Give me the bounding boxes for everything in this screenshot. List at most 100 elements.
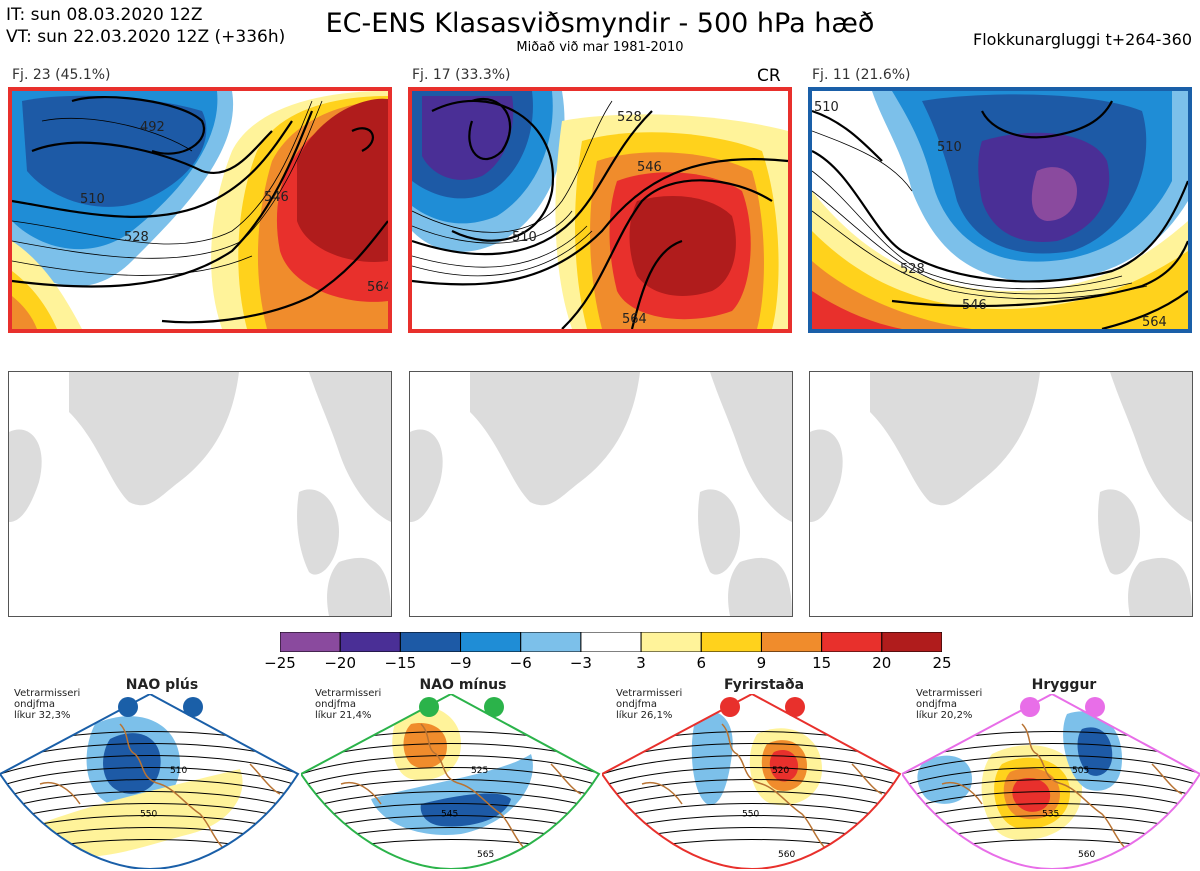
contour-label: 505 (1072, 766, 1089, 776)
regime-note-line: ondjfma (315, 699, 356, 710)
contour-label: 546 (962, 298, 987, 313)
contour-label: 545 (441, 810, 458, 820)
regime-note-line: ondjfma (616, 699, 657, 710)
regime-note-line: líkur 20,2% (916, 710, 973, 721)
contour-label: 510 (170, 766, 187, 776)
anomaly-area (40, 769, 243, 857)
anomaly-area (769, 749, 799, 782)
legend-tick-label: −6 (509, 654, 532, 672)
base-map-1 (8, 371, 392, 617)
legend-tick-label: −20 (324, 654, 356, 672)
contour-label: 535 (1042, 810, 1059, 820)
legend-bar (279, 631, 943, 653)
legend-swatch (881, 631, 943, 653)
legend-tick-label: −25 (264, 654, 296, 672)
regime-outline (301, 694, 601, 869)
panel-2-label: Fj. 17 (33.3%) (412, 67, 511, 83)
regime-note-line: líkur 26,1% (616, 710, 673, 721)
regime-marker-dot (1085, 697, 1105, 717)
base-map-2 (409, 371, 793, 617)
regime-title: Fyrirstaða (723, 677, 805, 693)
regime-map: 525 545 565 (301, 694, 601, 869)
contour-label: 528 (124, 230, 149, 245)
contour-label: 520 (772, 766, 789, 776)
contour-label: 564 (1142, 315, 1167, 329)
valid-time: VT: sun 22.03.2020 12Z (+336h) (6, 27, 286, 47)
page-title: EC-ENS Klasasviðsmyndir - 500 hPa hæð (325, 8, 875, 39)
regime-outline (0, 694, 300, 869)
legend-swatch (640, 631, 702, 653)
legend-swatch (460, 631, 522, 653)
regime-outline (902, 694, 1200, 869)
legend-tick-label: 6 (696, 654, 707, 672)
cluster-map-2: 510 528 546 564 (408, 87, 792, 333)
contour-label: 550 (742, 810, 759, 820)
regime-note-line: Vetrarmisseri (315, 688, 382, 699)
regime-marker-dot (720, 697, 740, 717)
contour-label: 546 (264, 190, 289, 205)
regime-map: 505 535 560 (902, 694, 1200, 869)
cluster-map-1: 492 510 528 546 564 (8, 87, 392, 333)
legend-tick-label: 15 (812, 654, 832, 672)
contour-label: 546 (637, 160, 662, 175)
legend-tick-label: 20 (872, 654, 892, 672)
color-legend (279, 631, 943, 653)
regime-title: NAO plús (125, 677, 199, 693)
anomaly-area (917, 755, 972, 804)
contour-label: 550 (140, 810, 157, 820)
contour-label: 510 (937, 140, 962, 155)
contour-label: 564 (367, 280, 388, 295)
legend-swatch (339, 631, 401, 653)
anomaly-area (403, 723, 447, 769)
legend-swatch (821, 631, 883, 653)
contour-label: 510 (814, 100, 839, 115)
contour-label: 528 (900, 262, 925, 277)
regime-marker-dot (419, 697, 439, 717)
init-time: IT: sun 08.03.2020 12Z (6, 5, 203, 25)
legend-tick-label: −9 (449, 654, 472, 672)
contour-label: 510 (80, 192, 105, 207)
legend-tick-label: −3 (569, 654, 592, 672)
contour-label: 528 (617, 110, 642, 125)
regime-note: Vetrarmisseri ondjfma líkur 32,3% (14, 688, 80, 721)
regime-note-line: Vetrarmisseri (14, 688, 81, 699)
regime-note-line: líkur 32,3% (14, 710, 71, 721)
anomaly-area (103, 733, 161, 794)
legend-swatch (760, 631, 823, 653)
anomaly-area (420, 793, 511, 827)
regime-title: NAO mínus (419, 677, 507, 693)
regime-note-line: líkur 21,4% (315, 710, 372, 721)
header-left: IT: sun 08.03.2020 12Z VT: sun 22.03.202… (6, 4, 285, 48)
regime-map: 520 550 560 (602, 694, 902, 869)
regime-note: Vetrarmisseri ondjfma líkur 26,1% (616, 688, 682, 721)
regime-note-line: ondjfma (916, 699, 957, 710)
page-subtitle: Miðað við mar 1981-2010 (516, 40, 684, 55)
regime-map: 510 550 (0, 694, 300, 869)
panel-3-label: Fj. 11 (21.6%) (812, 67, 911, 83)
regime-note: Vetrarmisseri ondjfma líkur 21,4% (315, 688, 381, 721)
anomaly-area (1077, 727, 1113, 776)
regime-note-line: ondjfma (14, 699, 55, 710)
regime-note-line: Vetrarmisseri (616, 688, 683, 699)
contour-label: 492 (140, 120, 165, 135)
legend-swatch (580, 631, 642, 653)
contour-label: 564 (622, 312, 647, 327)
contour-label: 560 (778, 850, 795, 860)
legend-tick-label: 25 (932, 654, 952, 672)
contour-label: 565 (477, 850, 494, 860)
legend-tick-label: 3 (636, 654, 646, 672)
classification-window: Flokkunargluggi t+264-360 (973, 30, 1192, 49)
legend-tick-label: 9 (756, 654, 767, 672)
legend-swatch (279, 631, 341, 653)
regime-note-line: Vetrarmisseri (916, 688, 983, 699)
regime-marker-dot (118, 697, 138, 717)
contour-label: 525 (471, 766, 488, 776)
legend-tick-label: −15 (384, 654, 417, 672)
regime-marker-dot (785, 697, 805, 717)
base-map-3 (809, 371, 1193, 617)
regime-note: Vetrarmisseri ondjfma líkur 20,2% (916, 688, 982, 721)
regime-marker-dot (1020, 697, 1040, 717)
regime-marker-dot (484, 697, 504, 717)
cluster-map-3: 510 510 528 546 564 (808, 87, 1192, 333)
panel-2-badge: CR (757, 66, 781, 86)
